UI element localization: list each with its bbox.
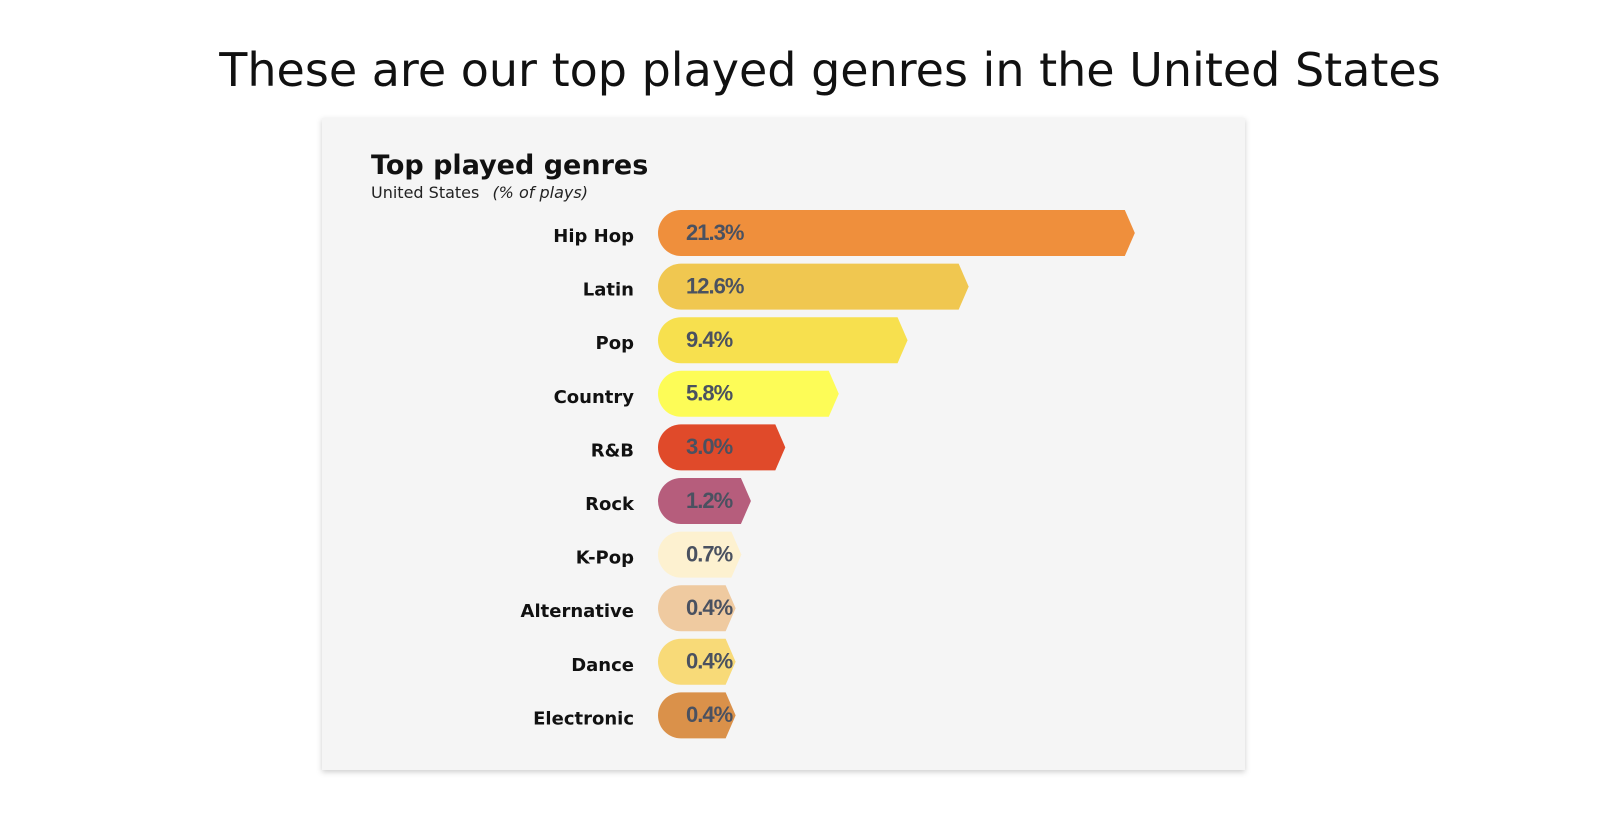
- bar: [658, 317, 908, 364]
- category-label: Latin: [583, 280, 634, 301]
- bar: [658, 263, 969, 310]
- category-label: Country: [554, 387, 635, 408]
- bar: [658, 638, 736, 685]
- value-label: 9.4%: [686, 327, 733, 352]
- bar: [658, 531, 742, 578]
- unit-note: (% of plays): [492, 183, 588, 202]
- value-label: 12.6%: [686, 273, 744, 298]
- category-label: K-Pop: [576, 548, 634, 569]
- subtitle: United States: [371, 183, 479, 202]
- bar: [658, 370, 839, 417]
- category-label: Dance: [571, 655, 634, 676]
- category-label: Hip Hop: [553, 226, 634, 247]
- bar: [658, 692, 736, 739]
- chart-title: Top played genres: [371, 150, 648, 181]
- value-label: 0.4%: [686, 649, 733, 674]
- bar: [658, 585, 736, 632]
- category-label: Pop: [596, 333, 635, 354]
- bar: [658, 210, 1135, 256]
- category-label: R&B: [591, 440, 634, 461]
- bar: [658, 424, 786, 471]
- chart-subtitle: United States (% of plays): [371, 183, 588, 202]
- category-label: Electronic: [533, 708, 634, 729]
- value-label: 1.2%: [686, 488, 733, 513]
- value-label: 0.4%: [686, 595, 733, 620]
- value-label: 5.8%: [686, 381, 733, 406]
- value-label: 0.4%: [686, 702, 733, 727]
- slide-heading: These are our top played genres in the U…: [218, 43, 1440, 97]
- value-label: 21.3%: [686, 220, 744, 245]
- value-label: 3.0%: [686, 434, 733, 459]
- bar: [658, 478, 751, 524]
- category-label: Alternative: [521, 601, 634, 622]
- value-label: 0.7%: [686, 541, 733, 566]
- category-label: Rock: [585, 494, 635, 515]
- bars: Hip Hop 21.3% Latin 12.6% Pop 9.4% Country 5.8%…: [521, 210, 1135, 739]
